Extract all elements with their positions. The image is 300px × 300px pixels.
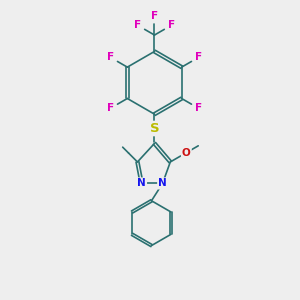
Text: F: F [168, 20, 175, 30]
Text: S: S [150, 122, 159, 135]
Text: F: F [107, 52, 114, 62]
Text: F: F [195, 103, 202, 113]
Text: F: F [151, 11, 158, 21]
Text: O: O [182, 148, 191, 158]
Text: F: F [195, 52, 202, 62]
Text: F: F [134, 20, 141, 30]
Text: N: N [137, 178, 146, 188]
Text: N: N [158, 178, 167, 188]
Text: F: F [107, 103, 114, 113]
